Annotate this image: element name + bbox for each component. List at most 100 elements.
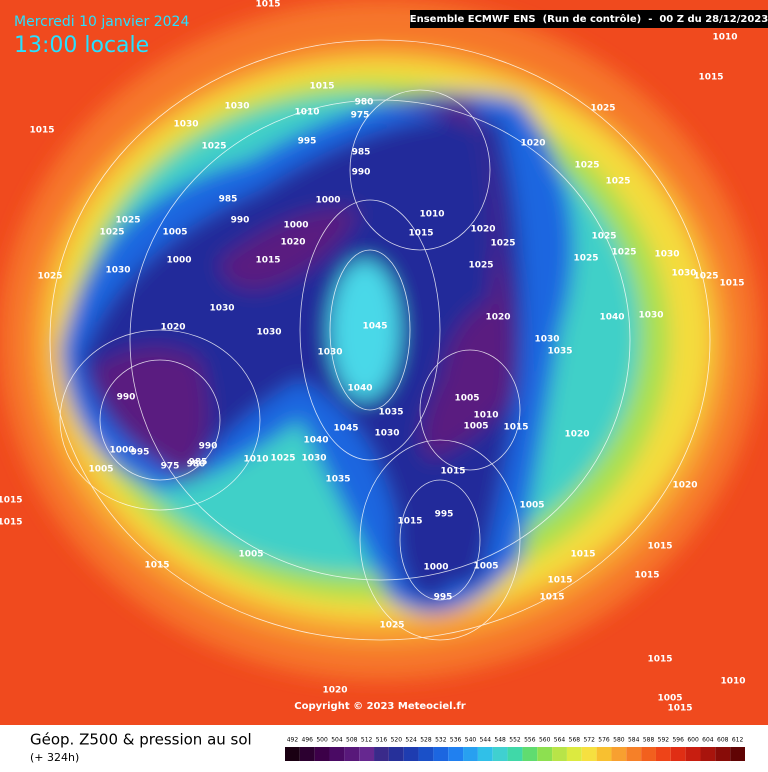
pressure-label: 1035 xyxy=(325,475,350,485)
pressure-label: 1020 xyxy=(672,481,697,491)
scale-label: 496 xyxy=(302,737,314,744)
scale-label: 544 xyxy=(480,737,492,744)
pressure-label: 1015 xyxy=(0,518,23,528)
pressure-label: 1015 xyxy=(634,571,659,581)
pressure-label: 1025 xyxy=(270,454,295,464)
pressure-label: 1005 xyxy=(238,550,263,560)
pressure-label: 990 xyxy=(199,442,218,452)
pressure-label: 1000 xyxy=(283,221,308,231)
scale-label: 604 xyxy=(702,737,714,744)
scale-label: 548 xyxy=(494,737,506,744)
scale-swatch xyxy=(626,747,642,761)
scale-swatch xyxy=(581,747,597,761)
pressure-label: 1025 xyxy=(590,104,615,114)
scale-label: 492 xyxy=(287,737,299,744)
pressure-label: 1015 xyxy=(309,82,334,92)
pressure-label: 1015 xyxy=(440,467,465,477)
pressure-label: 1020 xyxy=(485,313,510,323)
scale-label: 568 xyxy=(569,737,581,744)
scale-label: 536 xyxy=(450,737,462,744)
pressure-label: 1030 xyxy=(671,269,696,279)
scale-swatch xyxy=(344,747,360,761)
pressure-label: 1010 xyxy=(712,33,737,43)
scale-label: 524 xyxy=(405,737,417,744)
pressure-label: 1015 xyxy=(698,73,723,83)
scale-swatch xyxy=(329,747,345,761)
pressure-label: 1000 xyxy=(166,256,191,266)
run-info: Ensemble ECMWF ENS (Run de contrôle) - 0… xyxy=(410,13,768,25)
pressure-label: 1015 xyxy=(667,704,692,714)
pressure-label: 1020 xyxy=(322,686,347,696)
scale-label: 552 xyxy=(509,737,521,744)
pressure-label: 1010 xyxy=(473,411,498,421)
pressure-label: 1000 xyxy=(315,196,340,206)
pressure-label: 1005 xyxy=(657,694,682,704)
scale-label: 608 xyxy=(717,737,729,744)
pressure-label: 1025 xyxy=(573,254,598,264)
pressure-label: 1030 xyxy=(374,429,399,439)
pressure-label: 1030 xyxy=(654,250,679,260)
pressure-label: 995 xyxy=(435,510,454,520)
pressure-label: 1030 xyxy=(317,348,342,358)
scale-label: 504 xyxy=(331,737,343,744)
scale-swatch xyxy=(566,747,582,761)
scale-swatch xyxy=(314,747,330,761)
pressure-label: 1005 xyxy=(162,228,187,238)
pressure-label: 1020 xyxy=(520,139,545,149)
pressure-label: 990 xyxy=(231,216,250,226)
pressure-label: 1040 xyxy=(599,313,624,323)
pressure-label: 1025 xyxy=(468,261,493,271)
pressure-label: 1025 xyxy=(574,161,599,171)
pressure-label: 1025 xyxy=(115,216,140,226)
scale-label: 500 xyxy=(316,737,328,744)
pressure-label: 1035 xyxy=(378,408,403,418)
scale-swatch xyxy=(388,747,404,761)
pressure-label: 1015 xyxy=(719,279,744,289)
scale-label: 564 xyxy=(554,737,566,744)
pressure-label: 1025 xyxy=(591,232,616,242)
pressure-label: 1025 xyxy=(37,272,62,282)
pressure-label: 995 xyxy=(298,137,317,147)
pressure-label: 990 xyxy=(352,168,371,178)
pressure-label: 975 xyxy=(161,462,180,472)
pressure-label: 1025 xyxy=(379,621,404,631)
pressure-label: 1005 xyxy=(463,422,488,432)
pressure-label: 1015 xyxy=(255,256,280,266)
pressure-label: 1015 xyxy=(0,496,23,506)
pressure-label: 1030 xyxy=(301,454,326,464)
pressure-label: 1015 xyxy=(539,593,564,603)
pressure-label: 985 xyxy=(219,195,238,205)
pressure-label: 1015 xyxy=(29,126,54,136)
pressure-label: 1015 xyxy=(647,655,672,665)
pressure-label: 980 xyxy=(187,460,206,470)
pressure-label: 1025 xyxy=(201,142,226,152)
scale-swatch xyxy=(403,747,419,761)
pressure-label: 1005 xyxy=(454,394,479,404)
pressure-label: 985 xyxy=(352,148,371,158)
pressure-label: 1015 xyxy=(397,517,422,527)
pressure-label: 995 xyxy=(131,448,150,458)
pressure-label: 1045 xyxy=(333,424,358,434)
scale-label: 576 xyxy=(598,737,610,744)
pressure-label: 1010 xyxy=(720,677,745,687)
scale-label: 560 xyxy=(539,737,551,744)
pressure-label: 995 xyxy=(434,593,453,603)
pressure-label: 1030 xyxy=(105,266,130,276)
scale-swatch xyxy=(448,747,464,761)
pressure-label: 1020 xyxy=(160,323,185,333)
pressure-label: 1005 xyxy=(88,465,113,475)
scale-label: 520 xyxy=(391,737,403,744)
pressure-label: 1030 xyxy=(224,102,249,112)
scale-label: 580 xyxy=(613,737,625,744)
scale-swatch xyxy=(596,747,612,761)
pressure-label: 1040 xyxy=(303,436,328,446)
pressure-label: 975 xyxy=(351,111,370,121)
scale-swatch xyxy=(730,747,745,761)
scale-swatch xyxy=(492,747,508,761)
scale-swatch xyxy=(685,747,701,761)
copyright: Copyright © 2023 Meteociel.fr xyxy=(294,701,465,712)
scale-label: 516 xyxy=(376,737,388,744)
scale-swatch xyxy=(611,747,627,761)
pressure-label: 985 xyxy=(189,458,208,468)
